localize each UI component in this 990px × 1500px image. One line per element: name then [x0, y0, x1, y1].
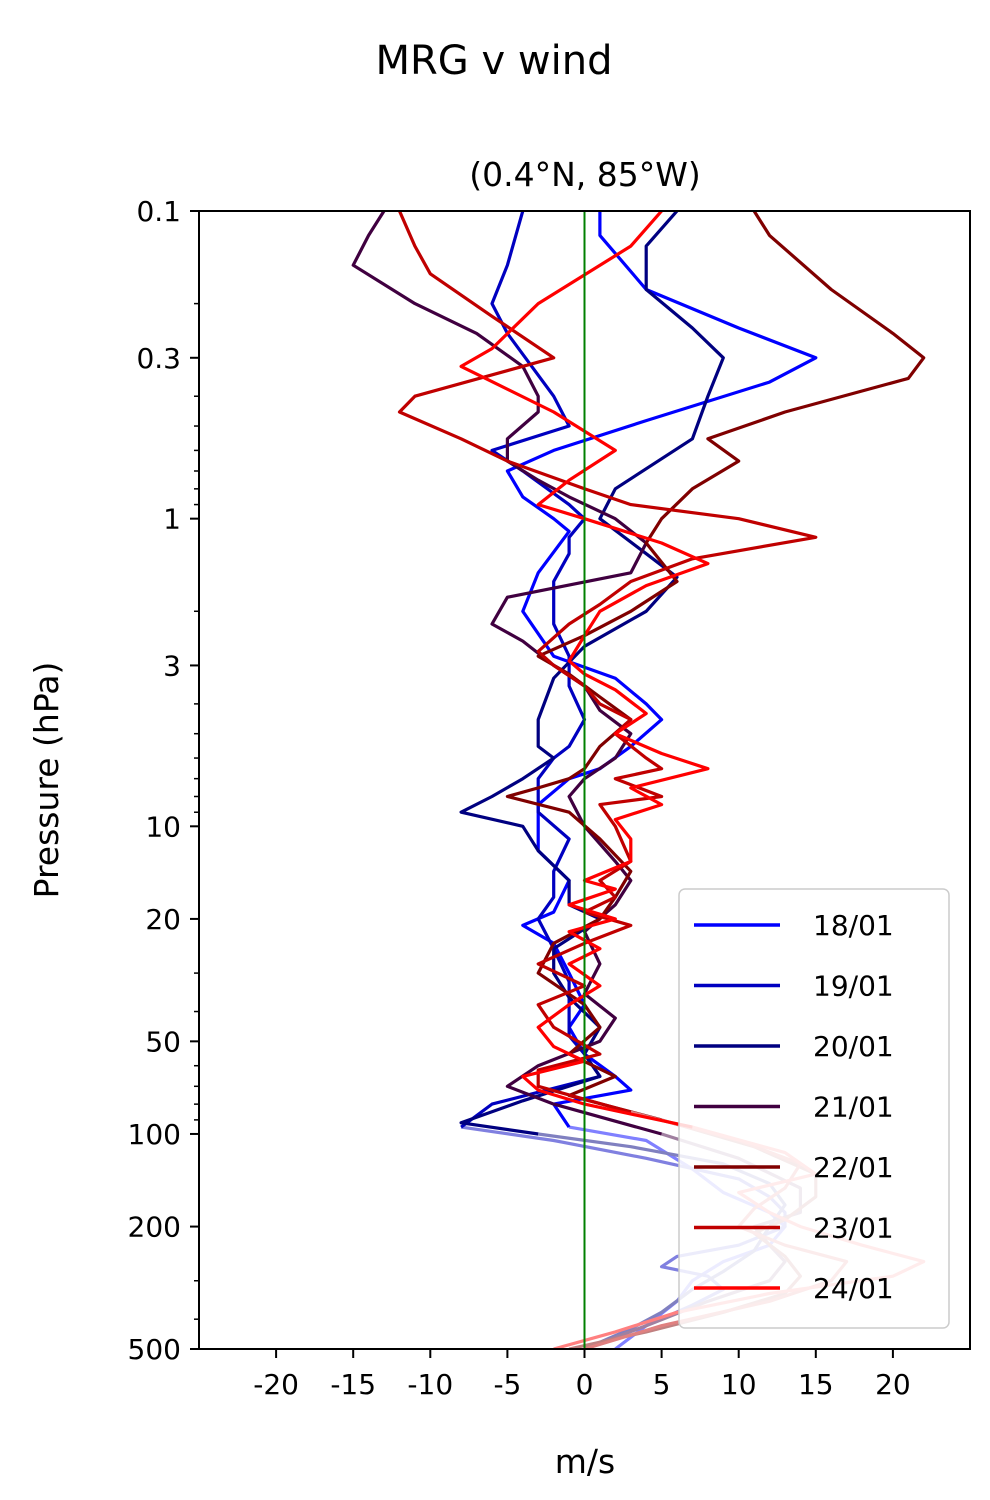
x-tick-label: -10	[407, 1368, 453, 1401]
legend-label: 24/01	[813, 1272, 894, 1305]
x-tick-label: -5	[493, 1368, 521, 1401]
x-tick-label: 10	[721, 1368, 757, 1401]
y-tick-label: 10	[145, 810, 181, 843]
x-tick-label: 0	[576, 1368, 594, 1401]
x-axis-label: m/s	[555, 1442, 615, 1481]
legend-label: 23/01	[813, 1212, 894, 1245]
y-tick-label: 1	[163, 503, 181, 536]
y-axis-label: Pressure (hPa)	[27, 662, 66, 899]
legend-label: 20/01	[813, 1030, 894, 1063]
y-tick-label: 50	[145, 1025, 181, 1058]
x-tick-label: 5	[653, 1368, 671, 1401]
legend: 18/01 19/01 20/01 21/01 22/01 23/01 24/01	[678, 888, 950, 1329]
x-axis: -20 -15 -10 -5 0 5 10 15 20	[253, 1349, 911, 1401]
x-tick-label: -20	[253, 1368, 299, 1401]
x-tick-label: 20	[875, 1368, 911, 1401]
legend-label: 19/01	[813, 970, 894, 1003]
x-tick-label: 15	[798, 1368, 834, 1401]
y-tick-label: 0.3	[136, 342, 181, 375]
x-tick-label: -15	[330, 1368, 376, 1401]
y-axis: 0.1 0.3 1 3 10 20 50 100 200 500	[128, 195, 199, 1366]
y-tick-label: 3	[163, 649, 181, 682]
y-tick-label: 500	[128, 1333, 181, 1366]
y-tick-label: 0.1	[136, 195, 181, 228]
chart-subtitle: (0.4°N, 85°W)	[469, 155, 701, 194]
series-line-18-01	[505, 211, 818, 1128]
y-tick-label: 20	[145, 903, 181, 936]
series-line-24-01	[459, 211, 710, 1129]
legend-box	[678, 888, 950, 1329]
y-tick-label: 100	[128, 1118, 181, 1151]
legend-label: 21/01	[813, 1091, 894, 1124]
legend-label: 22/01	[813, 1151, 894, 1184]
legend-label: 18/01	[813, 909, 894, 942]
y-tick-label: 200	[128, 1211, 181, 1244]
series-line-21-01	[351, 211, 663, 1136]
chart-title: MRG v wind	[376, 38, 613, 84]
series-line-23-01	[397, 211, 818, 1114]
